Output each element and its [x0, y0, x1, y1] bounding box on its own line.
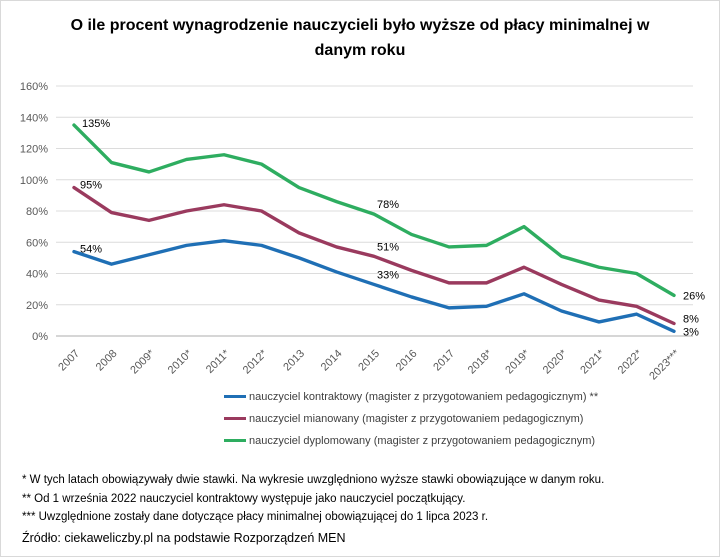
footnote-3: *** Uwzględnione zostały dane dotyczące … [22, 511, 489, 523]
chart-title-text: O ile procent wynagrodzenie nauczycieli … [70, 17, 650, 59]
legend-item: nauczyciel kontraktowy (magister z przyg… [224, 389, 598, 404]
x-tick-label: 2012* [241, 347, 270, 376]
legend-line-marker [224, 417, 246, 420]
data-label: 33% [377, 269, 399, 281]
x-tick-label: 2013 [281, 348, 307, 374]
data-label: 135% [82, 118, 110, 130]
x-tick-label: 2015 [356, 348, 382, 374]
y-tick-label: 120% [20, 144, 48, 156]
x-tick-label: 2021* [578, 347, 607, 376]
x-tick-label: 2016 [394, 348, 420, 374]
x-tick-label: 2018* [466, 347, 495, 376]
y-tick-label: 140% [20, 112, 48, 124]
x-tick-label: 2014 [319, 348, 345, 374]
footnote-2: ** Od 1 września 2022 nauczyciel kontrak… [22, 493, 466, 505]
x-tick-label: 2007 [56, 348, 82, 374]
series-line-1 [72, 185, 676, 326]
y-tick-label: 100% [20, 175, 48, 187]
y-tick-label: 80% [26, 206, 48, 218]
x-tick-label: 2019* [503, 347, 532, 376]
data-label: 3% [683, 326, 699, 338]
footnote-1: * W tych latach obowiązywały dwie stawki… [22, 474, 605, 486]
chart-legend: nauczyciel kontraktowy (magister z przyg… [224, 389, 598, 455]
data-label: 26% [683, 290, 705, 302]
legend-label: nauczyciel mianowany (magister z przygot… [249, 412, 584, 425]
data-label: 8% [683, 314, 699, 326]
legend-item: nauczyciel dyplomowany (magister z przyg… [224, 433, 598, 448]
legend-label: nauczyciel kontraktowy (magister z przyg… [249, 390, 599, 403]
x-tick-label: 2017 [431, 348, 457, 374]
x-tick-label: 2022* [616, 347, 645, 376]
legend-label: nauczyciel dyplomowany (magister z przyg… [249, 434, 596, 447]
legend-line-marker [224, 395, 246, 398]
y-tick-label: 160% [20, 81, 48, 93]
data-label: 51% [377, 241, 399, 253]
source-line: Źródło: ciekaweliczby.pl na podstawie Ro… [22, 531, 346, 545]
y-tick-label: 0% [32, 331, 48, 343]
x-tick-label: 2009* [128, 347, 157, 376]
series-line-0 [72, 238, 676, 334]
series-line-2 [72, 123, 676, 298]
x-tick-label: 2023*** [647, 347, 682, 382]
legend-line-marker [224, 439, 246, 442]
x-tick-label: 2020* [541, 347, 570, 376]
legend-item: nauczyciel mianowany (magister z przygot… [224, 411, 598, 426]
y-tick-label: 40% [26, 269, 48, 281]
line-chart: 0% 20% 40% 60% 80% 100% 120% 140% 160% 2007 2008 20… [20, 81, 705, 383]
x-tick-label: 2010* [166, 347, 195, 376]
y-tick-label: 20% [26, 300, 48, 312]
chart-title: O ile procent wynagrodzenie nauczycieli … [1, 13, 719, 63]
y-tick-label: 60% [26, 237, 48, 249]
data-label: 54% [80, 244, 102, 256]
x-tick-label: 2011* [204, 347, 233, 376]
data-label: 95% [80, 180, 102, 192]
data-label: 78% [377, 199, 399, 211]
x-tick-label: 2008 [94, 348, 120, 374]
